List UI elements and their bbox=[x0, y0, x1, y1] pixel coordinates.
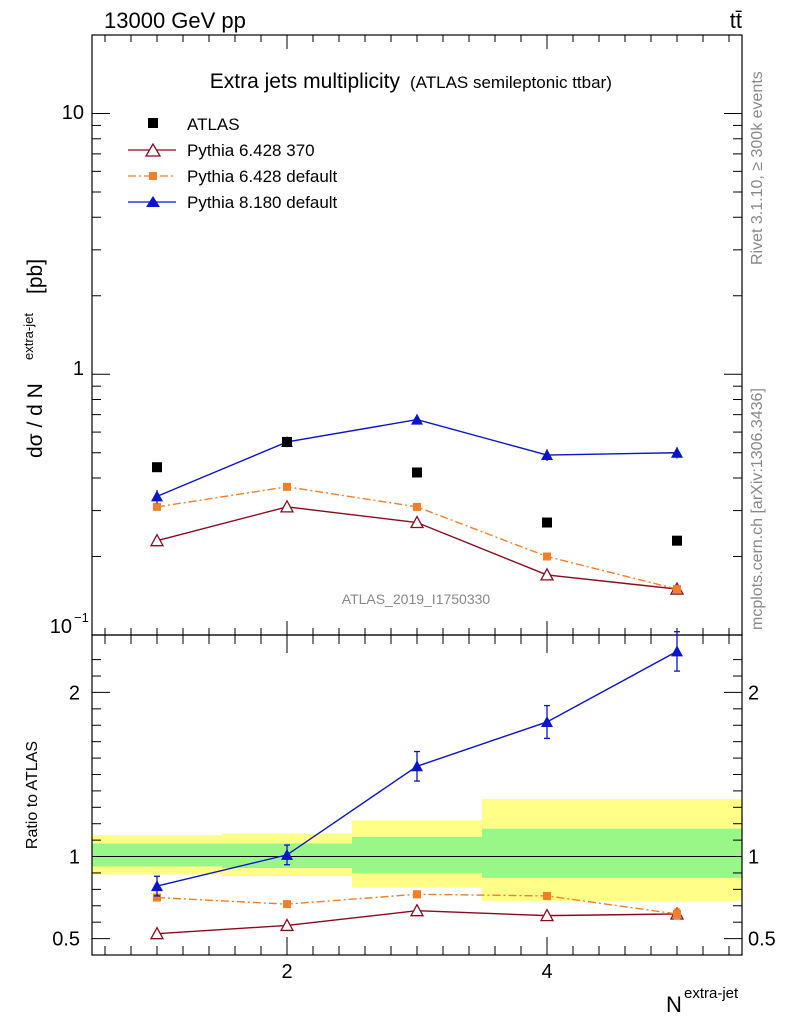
ratio-point-pythia-8-180-default bbox=[671, 645, 683, 657]
ratio-band-green bbox=[352, 836, 482, 873]
ytick-label-10: 10 bbox=[62, 102, 84, 124]
ytick-label-0.1-base: 10 bbox=[50, 616, 72, 638]
legend-label-atlas: ATLAS bbox=[187, 115, 240, 134]
legend-entry-pythia6-370: Pythia 6.428 370 bbox=[128, 141, 315, 160]
atlas-data-group bbox=[152, 436, 682, 546]
atlas-data-point bbox=[282, 436, 292, 447]
main-point-pythia-6-428-default bbox=[283, 482, 291, 491]
ytick-label-1: 1 bbox=[73, 358, 84, 380]
ratio-point-pythia-8-180-default bbox=[411, 760, 423, 772]
main-ylabel: dσ / d N extra-jet [pb] bbox=[21, 259, 47, 458]
main-point-pythia-8-180-default bbox=[151, 490, 163, 502]
ratio-ytick-label-right: 2 bbox=[748, 682, 759, 704]
main-point-pythia-6-428-370 bbox=[279, 499, 295, 513]
analysis-watermark: ATLAS_2019_I1750330 bbox=[342, 591, 491, 607]
main-line-pythia-6-428-default bbox=[156, 486, 678, 590]
main-ylabel-text: dσ / d N bbox=[24, 383, 47, 458]
ratio-point-pythia-6-428-default bbox=[283, 900, 291, 909]
main-point-pythia-6-428-370 bbox=[149, 533, 165, 547]
main-axis-ticks bbox=[92, 34, 742, 636]
ratio-ytick-label-left: 2 bbox=[69, 682, 80, 704]
ratio-point-pythia-6-428-370 bbox=[279, 918, 295, 932]
mcplots-label: mcplots.cern.ch [arXiv:1306.3436] bbox=[749, 388, 766, 630]
ratio-ytick-label-right: 1 bbox=[748, 847, 759, 869]
legend-label-pythia6-default: Pythia 6.428 default bbox=[187, 167, 338, 186]
ratio-point-pythia-6-428-370 bbox=[409, 903, 425, 917]
main-point-pythia-6-428-370 bbox=[539, 567, 555, 581]
main-ylabel-unit: [pb] bbox=[24, 259, 47, 294]
ratio-band-green bbox=[482, 828, 742, 878]
main-point-pythia-6-428-370 bbox=[409, 515, 425, 529]
ratio-point-pythia-8-180-default bbox=[541, 715, 553, 727]
ratio-point-pythia-6-428-default bbox=[413, 890, 421, 899]
legend-marker-pythia6-default bbox=[149, 172, 157, 180]
ratio-tick-labels: 0.5 0.5 1 1 2 2 2 4 bbox=[52, 682, 776, 983]
main-point-pythia-8-180-default bbox=[541, 449, 553, 461]
ratio-ytick-label-left: 0.5 bbox=[52, 929, 80, 951]
legend-marker-pythia8 bbox=[146, 196, 160, 207]
main-point-pythia-6-428-default bbox=[413, 502, 421, 511]
atlas-data-point bbox=[412, 467, 422, 478]
ratio-ylabel: Ratio to ATLAS bbox=[24, 741, 41, 849]
legend-marker-atlas bbox=[148, 118, 158, 128]
ratio-series-group bbox=[149, 631, 685, 940]
ratio-point-pythia-8-180-default bbox=[151, 880, 163, 892]
main-point-pythia-8-180-default bbox=[411, 413, 423, 425]
ratio-point-pythia-6-428-default bbox=[153, 893, 161, 902]
main-series-group bbox=[149, 413, 685, 595]
legend-marker-pythia6-370 bbox=[144, 142, 162, 157]
ratio-point-pythia-6-428-370 bbox=[149, 926, 165, 940]
legend-entry-pythia6-default: Pythia 6.428 default bbox=[128, 167, 338, 186]
ratio-point-pythia-6-428-370 bbox=[539, 908, 555, 922]
ratio-point-pythia-8-180-default bbox=[281, 848, 293, 860]
main-point-pythia-6-428-default bbox=[673, 585, 681, 594]
xlabel-sup: extra-jet bbox=[684, 985, 739, 1002]
ratio-point-pythia-6-428-default bbox=[673, 909, 681, 918]
chart-subtitle: (ATLAS semileptonic ttbar) bbox=[410, 73, 612, 92]
rivet-version-label: Rivet 3.1.10, ≥ 300k events bbox=[749, 71, 766, 265]
ratio-bands bbox=[92, 799, 742, 901]
ratio-point-pythia-6-428-default bbox=[543, 891, 551, 900]
atlas-data-point bbox=[542, 517, 552, 528]
legend-label-pythia6-370: Pythia 6.428 370 bbox=[187, 141, 315, 160]
legend-entry-atlas: ATLAS bbox=[148, 115, 240, 134]
atlas-data-point bbox=[152, 462, 162, 473]
header-process-label: tt̄ bbox=[730, 8, 742, 33]
ratio-panel: 0.5 0.5 1 1 2 2 2 4 Ratio to ATLAS N extra-jet bbox=[24, 631, 776, 1017]
legend: ATLAS Pythia 6.428 370 Pythia 6.428 defa… bbox=[128, 115, 338, 212]
legend-entry-pythia8: Pythia 8.180 default bbox=[128, 193, 338, 212]
ratio-ytick-label-left: 1 bbox=[69, 847, 80, 869]
ytick-label-0.1-exp: −1 bbox=[74, 610, 89, 625]
main-panel: Extra jets multiplicity (ATLAS semilepto… bbox=[21, 34, 743, 638]
xtick-label: 4 bbox=[541, 961, 552, 983]
main-point-pythia-8-180-default bbox=[671, 446, 683, 458]
main-point-pythia-6-428-default bbox=[153, 502, 161, 511]
header-energy-label: 13000 GeV pp bbox=[104, 8, 246, 33]
chart-title: Extra jets multiplicity bbox=[210, 70, 401, 93]
main-point-pythia-6-428-default bbox=[543, 552, 551, 561]
main-ylabel-sup: extra-jet bbox=[21, 313, 36, 360]
xtick-label: 2 bbox=[281, 961, 292, 983]
ratio-band-green bbox=[92, 843, 222, 867]
ratio-ytick-label-right: 0.5 bbox=[748, 929, 776, 951]
atlas-data-point bbox=[672, 535, 682, 546]
main-line-pythia-8-180-default bbox=[156, 418, 678, 498]
ratio-axis-ticks bbox=[92, 635, 742, 955]
legend-label-pythia8: Pythia 8.180 default bbox=[187, 193, 338, 212]
xlabel-main: N bbox=[666, 992, 682, 1017]
